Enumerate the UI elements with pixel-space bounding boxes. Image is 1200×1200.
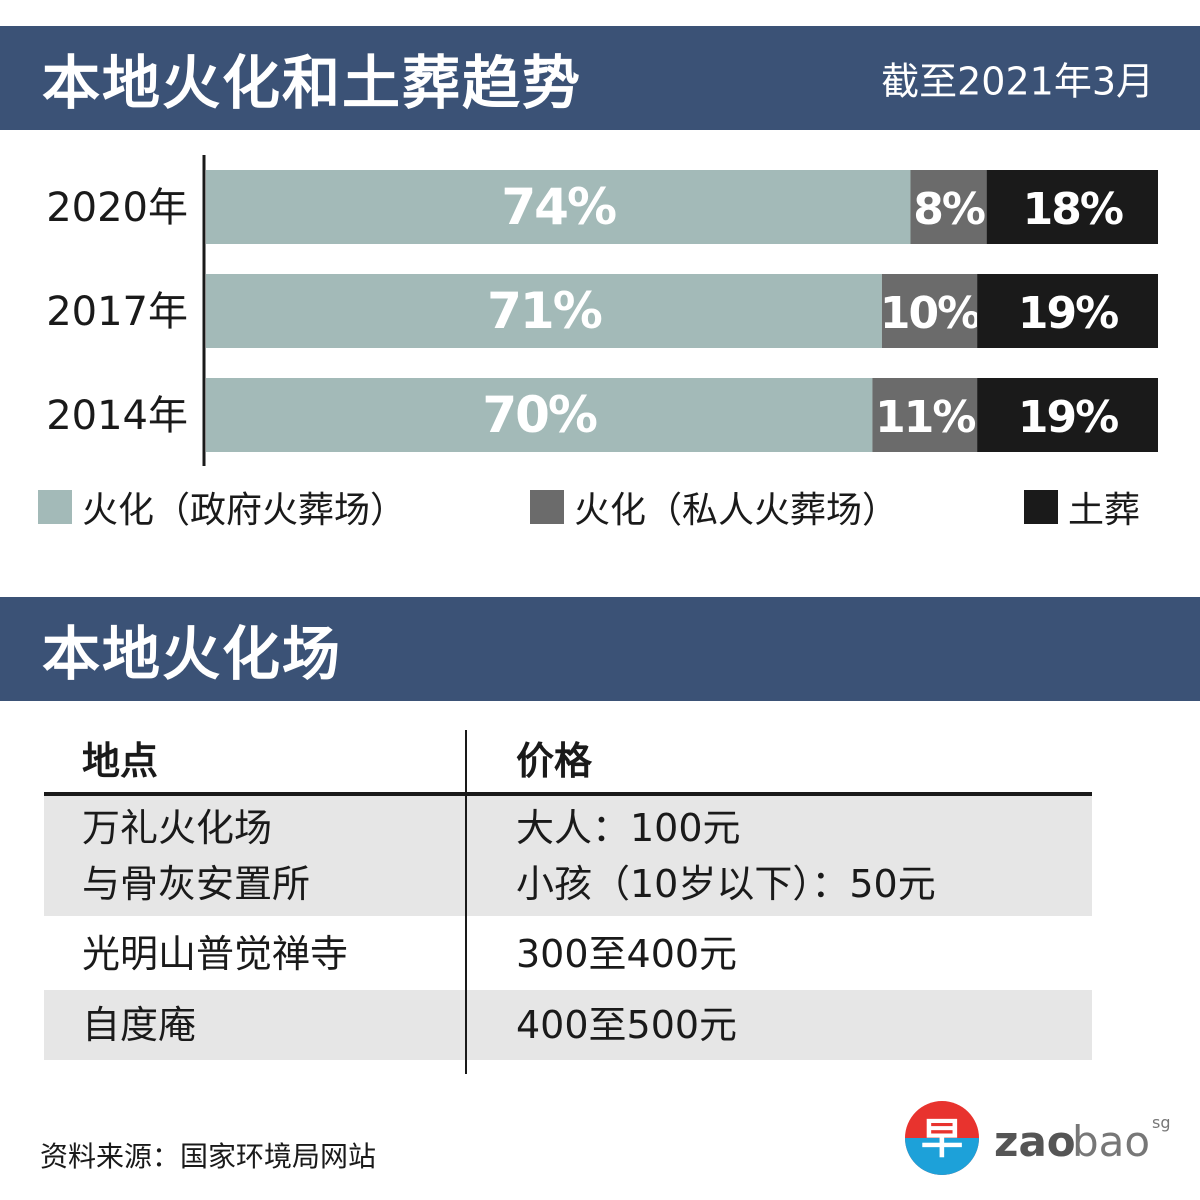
y-tick-label: 2014年 xyxy=(46,393,188,439)
legend-label-government-cremation: 火化（政府火葬场） xyxy=(82,490,407,531)
chart-title: 本地火化和土葬趋势 xyxy=(42,49,583,117)
bar-segment-private-cremation xyxy=(881,274,978,348)
y-tick-label: 2017年 xyxy=(46,289,188,335)
legend-swatch-burial xyxy=(1024,490,1058,524)
bar-segment-government-cremation xyxy=(206,378,873,452)
legend-label-burial: 土葬 xyxy=(1068,490,1141,531)
legend-item-government-cremation: 火化（政府火葬场） xyxy=(38,482,406,532)
legend-item-private-cremation: 火化（私人火葬场） xyxy=(530,482,898,532)
logo-circle-blue xyxy=(905,1138,979,1175)
title-banner: 本地火化和土葬趋势 截至2021年3月 xyxy=(0,26,1200,130)
bar-segment-burial xyxy=(977,274,1158,348)
bar-segment-government-cremation xyxy=(206,170,911,244)
place-line: 万礼火化场 xyxy=(82,806,273,850)
table-row: 光明山普觉禅寺 300至400元 xyxy=(44,921,1092,987)
price-line: 大人：100元 xyxy=(516,806,741,850)
legend-swatch-government-cremation xyxy=(38,490,72,524)
table-cell-place: 光明山普觉禅寺 xyxy=(82,926,348,982)
legend-item-burial: 土葬 xyxy=(1024,482,1140,532)
table-header-rule xyxy=(44,792,1092,796)
data-label: 71% xyxy=(487,282,602,340)
table-column-divider xyxy=(465,730,467,1074)
date-note: 截至2021年3月 xyxy=(881,59,1154,104)
data-label: 8% xyxy=(913,184,985,235)
stacked-bar-chart: 2020年 74% 8% 18% 2017年 71% 10% 19% 2014年 70% 11% 19… xyxy=(46,155,1158,466)
chart-legend: 火化（政府火葬场） 火化（私人火葬场） 土葬 xyxy=(0,482,1200,532)
data-label: 10% xyxy=(880,288,980,339)
data-label: 19% xyxy=(1018,288,1118,339)
logo-glyph: 早 xyxy=(921,1114,963,1163)
logo-word-bao: bao xyxy=(1072,1117,1150,1166)
price-line: 小孩（10岁以下）：50元 xyxy=(516,862,936,906)
place-line: 与骨灰安置所 xyxy=(82,862,311,906)
legend-swatch-private-cremation xyxy=(530,490,564,524)
table-cell-price: 300至400元 xyxy=(516,926,737,982)
data-label: 19% xyxy=(1018,392,1118,443)
section-title: 本地火化场 xyxy=(42,620,343,688)
data-label: 70% xyxy=(482,386,597,444)
bar-segment-burial xyxy=(977,378,1158,452)
table-cell-price: 400至500元 xyxy=(516,997,737,1053)
table-row: 万礼火化场 与骨灰安置所 大人：100元 小孩（10岁以下）：50元 xyxy=(44,796,1092,916)
price-line: 400至500元 xyxy=(516,1003,738,1047)
table-cell-place: 自度庵 xyxy=(82,997,196,1053)
y-tick-label: 2020年 xyxy=(46,185,188,231)
table-row: 自度庵 400至500元 xyxy=(44,990,1092,1060)
bar-segment-private-cremation xyxy=(910,170,987,244)
bar-segment-burial xyxy=(986,170,1158,244)
table-cell-place: 万礼火化场 与骨灰安置所 xyxy=(82,800,310,912)
data-label: 11% xyxy=(875,392,975,443)
bar-segment-private-cremation xyxy=(872,378,978,452)
data-label: 18% xyxy=(1023,184,1123,235)
place-line: 光明山普觉禅寺 xyxy=(82,932,349,976)
data-label: 74% xyxy=(501,178,616,236)
table-header-place: 地点 xyxy=(82,739,159,783)
zaobao-logo: 早 zao bao sg xyxy=(905,1101,1171,1175)
bar-segment-government-cremation xyxy=(206,274,882,348)
place-line: 自度庵 xyxy=(82,1003,197,1047)
price-line: 300至400元 xyxy=(516,932,738,976)
section-banner: 本地火化场 xyxy=(0,597,1200,701)
legend-label-private-cremation: 火化（私人火葬场） xyxy=(574,490,899,531)
table-header-price: 价格 xyxy=(516,739,593,783)
logo-suffix: sg xyxy=(1152,1113,1171,1132)
table-cell-price: 大人：100元 小孩（10岁以下）：50元 xyxy=(516,800,936,912)
logo-word-zao: zao xyxy=(994,1117,1076,1166)
source-note: 资料来源：国家环境局网站 xyxy=(40,1140,377,1173)
